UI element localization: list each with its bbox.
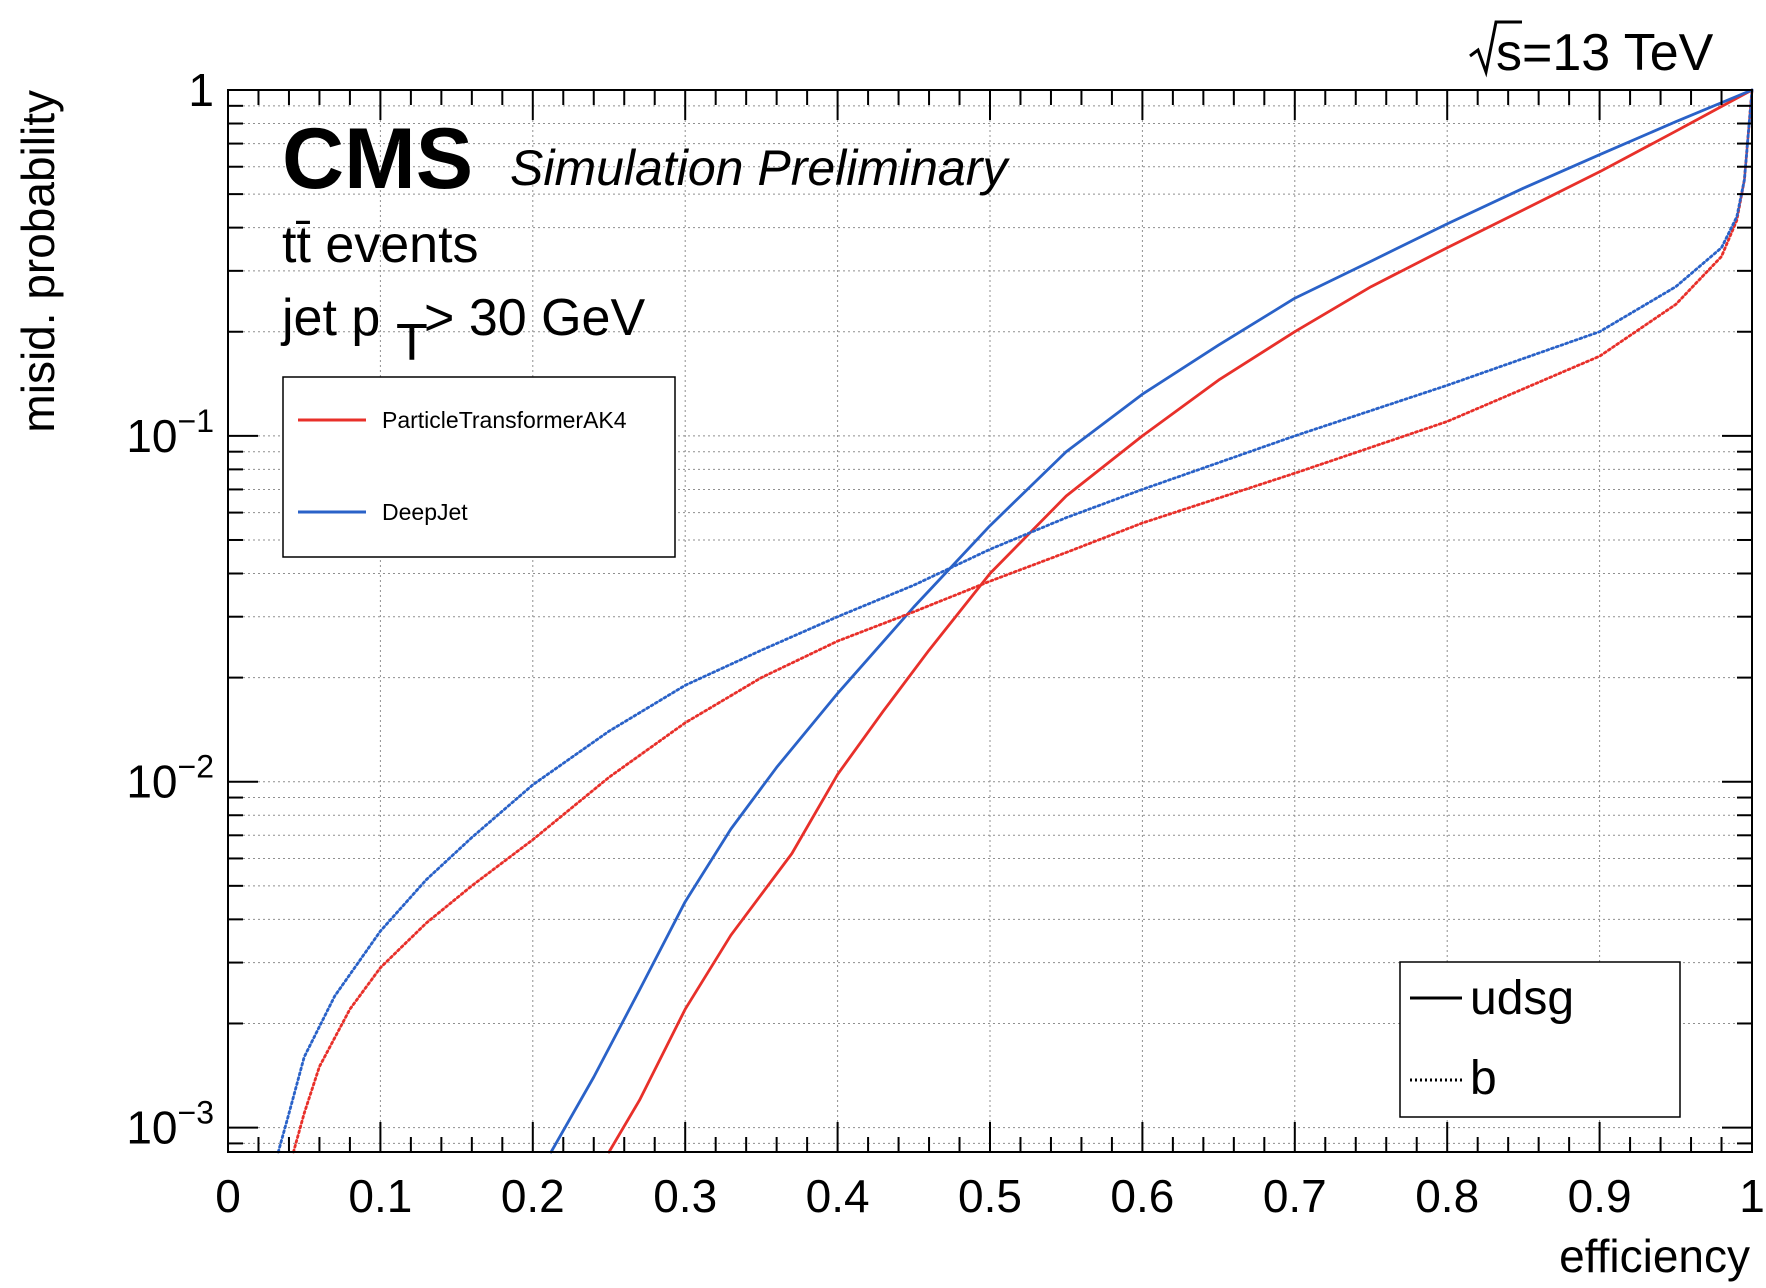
x-tick-label: 0.2 bbox=[501, 1170, 565, 1222]
x-tick-label: 0 bbox=[215, 1170, 241, 1222]
energy-label: s =13 TeV bbox=[1469, 20, 1714, 82]
jet-pt-subscript: T bbox=[396, 314, 428, 372]
x-tick-label: 0.4 bbox=[806, 1170, 870, 1222]
legend-label-b: b bbox=[1470, 1052, 1497, 1105]
series-line-particletransformerak4-b bbox=[292, 88, 1754, 1154]
jet-pt-annotation: jet p T > 30 GeV bbox=[280, 289, 645, 372]
y-tick-base: 10 bbox=[126, 410, 177, 462]
x-tick-label: 0.8 bbox=[1415, 1170, 1479, 1222]
series-group bbox=[276, 88, 1754, 1154]
y-tick-base: 10 bbox=[126, 756, 177, 808]
x-tick-label: 1 bbox=[1739, 1170, 1765, 1222]
y-axis-title: misid. probability bbox=[12, 90, 64, 433]
y-tick-exponent: −3 bbox=[178, 1095, 214, 1131]
x-tick-label: 0.3 bbox=[653, 1170, 717, 1222]
legend-algorithms-box bbox=[282, 376, 676, 558]
y-tick-label: 10−1 bbox=[126, 403, 214, 462]
axis-ticks bbox=[227, 89, 1753, 1152]
legend-algorithms: ParticleTransformerAK4 DeepJet bbox=[282, 376, 676, 558]
tick-labels: 0 0.1 0.2 0.3 0.4 0.5 0.6 0.7 0.8 0.9 110−310−210−… bbox=[126, 64, 1764, 1222]
jet-pt-text: jet p bbox=[280, 289, 380, 347]
energy-value: =13 TeV bbox=[1522, 24, 1714, 82]
x-tick-label: 0.9 bbox=[1568, 1170, 1632, 1222]
sample-annotation: tt̄ events bbox=[282, 216, 479, 274]
legend-label-partt: ParticleTransformerAK4 bbox=[382, 407, 627, 433]
y-tick-label: 10−2 bbox=[126, 749, 214, 808]
experiment-label: CMS bbox=[282, 111, 473, 207]
y-tick-exponent: −2 bbox=[178, 749, 214, 785]
x-tick-label: 0.6 bbox=[1110, 1170, 1174, 1222]
x-tick-label: 0.1 bbox=[348, 1170, 412, 1222]
y-tick-exponent: −1 bbox=[178, 403, 214, 439]
legend-label-udsg: udsg bbox=[1470, 972, 1574, 1025]
y-tick-label: 1 bbox=[188, 64, 214, 116]
x-tick-label: 0.5 bbox=[958, 1170, 1022, 1222]
legend-styles: udsg b bbox=[1399, 961, 1681, 1118]
y-tick-label: 10−3 bbox=[126, 1095, 214, 1154]
series-line-particletransformerak4-udsg bbox=[607, 88, 1754, 1154]
x-axis-title: efficiency bbox=[1559, 1230, 1750, 1282]
experiment-sublabel: Simulation Preliminary bbox=[510, 140, 1010, 196]
jet-pt-threshold: > 30 GeV bbox=[424, 289, 645, 347]
sqrt-s-symbol: s bbox=[1496, 24, 1522, 82]
sqrt-icon bbox=[1469, 20, 1522, 78]
x-tick-label: 0.7 bbox=[1263, 1170, 1327, 1222]
legend-styles-box bbox=[1399, 961, 1681, 1118]
series-line-deepjet-udsg bbox=[549, 88, 1754, 1154]
legend-label-deepjet: DeepJet bbox=[382, 499, 468, 525]
y-tick-base: 10 bbox=[126, 1102, 177, 1154]
series-line-deepjet-b bbox=[276, 88, 1754, 1154]
